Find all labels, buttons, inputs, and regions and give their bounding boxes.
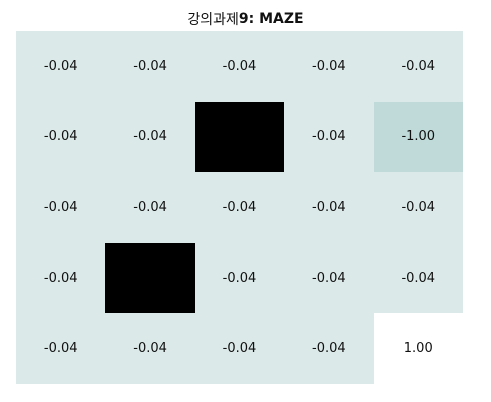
maze-grid: -0.04 -0.04 -0.04 -0.04 -0.04 -0.04 -0.04 -0.04…	[16, 31, 463, 384]
maze-cell-wall	[105, 242, 195, 314]
maze-cell-floor: -0.04	[194, 242, 285, 314]
maze-cell-floor: -0.04	[105, 313, 195, 384]
maze-cell-floor: -0.04	[105, 172, 195, 243]
maze-cell-floor: -0.04	[194, 31, 285, 102]
maze-cell-floor: -0.04	[284, 101, 374, 173]
maze-cell-floor: -0.04	[194, 172, 285, 243]
maze-cell-floor: -0.04	[373, 242, 463, 314]
maze-cell-floor: -0.04	[284, 313, 374, 384]
maze-cell-floor: -0.04	[16, 242, 106, 314]
maze-cell-floor: -0.04	[105, 101, 195, 173]
maze-title-rest: 9: MAZE	[238, 11, 304, 27]
maze-cell-floor: -0.04	[284, 242, 374, 314]
maze-title: 강의과제 9: MAZE	[0, 8, 491, 30]
maze-cell-floor: -0.04	[105, 31, 195, 102]
maze-cell-floor: -0.04	[16, 31, 106, 102]
maze-cell-floor: -0.04	[284, 172, 374, 243]
maze-title-prefix: 강의과제	[187, 12, 239, 28]
maze-cell-floor: -0.04	[16, 101, 106, 173]
maze-cell-floor: -0.04	[373, 31, 463, 102]
maze-cell-goal: 1.00	[373, 313, 463, 384]
maze-cell-wall	[194, 101, 285, 173]
maze-cell-floor: -0.04	[16, 313, 106, 384]
maze-cell-floor: -0.04	[194, 313, 285, 384]
maze-cell-floor: -0.04	[373, 172, 463, 243]
maze-cell-floor: -0.04	[284, 31, 374, 102]
maze-cell-trap: -1.00	[373, 101, 463, 173]
maze-cell-floor: -0.04	[16, 172, 106, 243]
